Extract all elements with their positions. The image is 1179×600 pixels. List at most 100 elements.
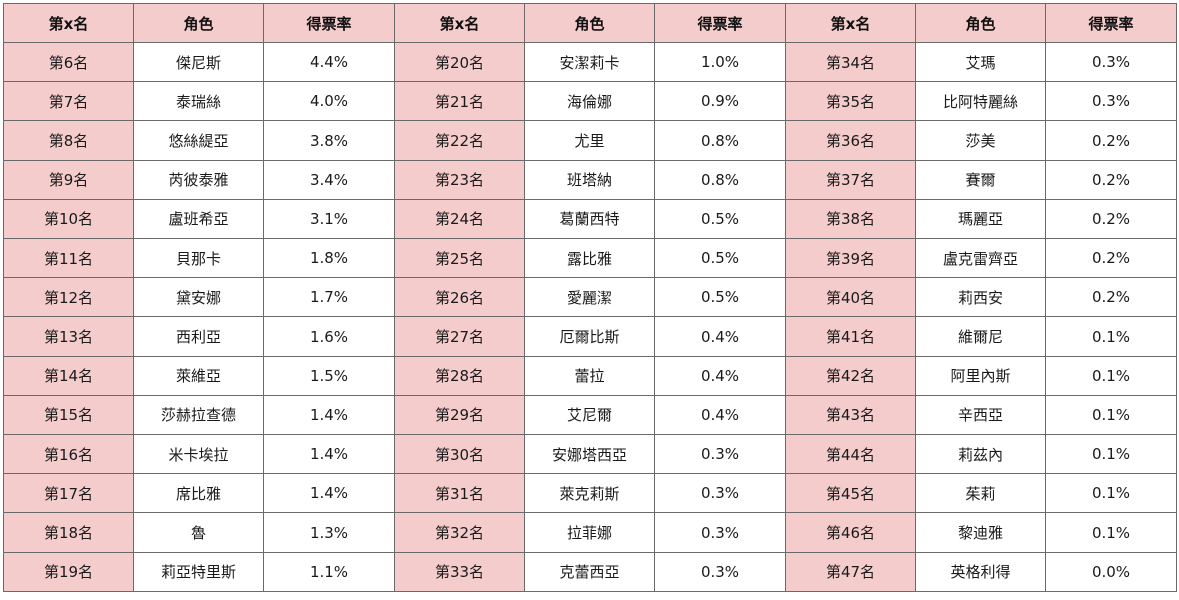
rank-cell: 第32名	[394, 512, 525, 553]
rank-cell: 第22名	[394, 120, 525, 161]
table-row: 第14名 萊維亞 1.5% 第28名 蕾拉 0.4% 第42名 阿里內斯 0.1…	[3, 355, 1177, 396]
rank-cell: 第13名	[3, 316, 134, 357]
rate-cell: 0.4%	[654, 355, 786, 396]
header-rank-3: 第x名	[785, 3, 916, 43]
rate-cell: 0.2%	[1045, 277, 1177, 318]
rank-cell: 第26名	[394, 277, 525, 318]
rate-cell: 0.2%	[1045, 238, 1177, 279]
rank-cell: 第7名	[3, 81, 134, 122]
role-cell: 盧克雷齊亞	[915, 238, 1046, 279]
rate-cell: 0.4%	[654, 316, 786, 357]
role-cell: 莉西安	[915, 277, 1046, 318]
rate-cell: 1.8%	[263, 238, 395, 279]
table-row: 第17名 席比雅 1.4% 第31名 萊克莉斯 0.3% 第45名 茱莉 0.1…	[3, 473, 1177, 514]
rate-cell: 0.5%	[654, 238, 786, 279]
rank-cell: 第28名	[394, 355, 525, 396]
rate-cell: 0.1%	[1045, 394, 1177, 436]
role-cell: 厄爾比斯	[524, 316, 655, 357]
ranking-table-container: 第x名 角色 得票率 第x名 角色 得票率 第x名 角色 得票率 第6名 傑尼斯…	[3, 3, 1177, 593]
rank-cell: 第9名	[3, 159, 134, 200]
role-cell: 米卡埃拉	[133, 434, 264, 475]
rank-cell: 第36名	[785, 120, 916, 161]
rank-cell: 第11名	[3, 238, 134, 279]
table-row: 第8名 悠絲緹亞 3.8% 第22名 尤里 0.8% 第36名 莎美 0.2%	[3, 120, 1177, 161]
rate-cell: 0.2%	[1045, 120, 1177, 161]
table-row: 第10名 盧班希亞 3.1% 第24名 葛蘭西特 0.5% 第38名 瑪麗亞 0…	[3, 198, 1177, 240]
table-row: 第9名 芮彼泰雅 3.4% 第23名 班塔納 0.8% 第37名 賽爾 0.2%	[3, 159, 1177, 200]
rank-cell: 第39名	[785, 238, 916, 279]
rank-cell: 第17名	[3, 473, 134, 514]
table-row: 第7名 泰瑞絲 4.0% 第21名 海倫娜 0.9% 第35名 比阿特麗絲 0.…	[3, 81, 1177, 122]
role-cell: 莉亞特里斯	[133, 551, 264, 593]
rank-cell: 第46名	[785, 512, 916, 553]
rate-cell: 0.3%	[1045, 81, 1177, 122]
rank-cell: 第16名	[3, 434, 134, 475]
role-cell: 貝那卡	[133, 238, 264, 279]
header-rank-2: 第x名	[394, 3, 525, 43]
rate-cell: 0.1%	[1045, 512, 1177, 553]
rank-cell: 第23名	[394, 159, 525, 200]
rate-cell: 1.6%	[263, 316, 395, 357]
rank-cell: 第38名	[785, 198, 916, 240]
rate-cell: 0.2%	[1045, 159, 1177, 200]
role-cell: 艾瑪	[915, 41, 1046, 83]
vote-ranking-table: 第x名 角色 得票率 第x名 角色 得票率 第x名 角色 得票率 第6名 傑尼斯…	[3, 3, 1177, 593]
rate-cell: 3.1%	[263, 198, 395, 240]
rate-cell: 1.4%	[263, 473, 395, 514]
rank-cell: 第29名	[394, 394, 525, 436]
role-cell: 西利亞	[133, 316, 264, 357]
rate-cell: 1.7%	[263, 277, 395, 318]
rate-cell: 0.3%	[1045, 41, 1177, 83]
table-row: 第15名 莎赫拉查德 1.4% 第29名 艾尼爾 0.4% 第43名 辛西亞 0…	[3, 394, 1177, 436]
role-cell: 尤里	[524, 120, 655, 161]
role-cell: 安潔莉卡	[524, 41, 655, 83]
rate-cell: 3.8%	[263, 120, 395, 161]
header-rank-1: 第x名	[3, 3, 134, 43]
rate-cell: 4.0%	[263, 81, 395, 122]
role-cell: 安娜塔西亞	[524, 434, 655, 475]
role-cell: 悠絲緹亞	[133, 120, 264, 161]
role-cell: 愛麗潔	[524, 277, 655, 318]
rank-cell: 第27名	[394, 316, 525, 357]
rate-cell: 0.1%	[1045, 434, 1177, 475]
role-cell: 英格利得	[915, 551, 1046, 593]
rank-cell: 第24名	[394, 198, 525, 240]
rank-cell: 第44名	[785, 434, 916, 475]
role-cell: 瑪麗亞	[915, 198, 1046, 240]
role-cell: 維爾尼	[915, 316, 1046, 357]
table-row: 第12名 黛安娜 1.7% 第26名 愛麗潔 0.5% 第40名 莉西安 0.2…	[3, 277, 1177, 318]
rank-cell: 第6名	[3, 41, 134, 83]
rank-cell: 第34名	[785, 41, 916, 83]
table-row: 第19名 莉亞特里斯 1.1% 第33名 克蕾西亞 0.3% 第47名 英格利得…	[3, 551, 1177, 593]
rate-cell: 4.4%	[263, 41, 395, 83]
header-role-3: 角色	[915, 3, 1046, 43]
rank-cell: 第45名	[785, 473, 916, 514]
role-cell: 阿里內斯	[915, 355, 1046, 396]
role-cell: 班塔納	[524, 159, 655, 200]
rate-cell: 0.1%	[1045, 316, 1177, 357]
rate-cell: 1.5%	[263, 355, 395, 396]
role-cell: 莉茲內	[915, 434, 1046, 475]
rate-cell: 1.3%	[263, 512, 395, 553]
role-cell: 莎赫拉查德	[133, 394, 264, 436]
rate-cell: 3.4%	[263, 159, 395, 200]
rate-cell: 0.5%	[654, 198, 786, 240]
role-cell: 賽爾	[915, 159, 1046, 200]
rank-cell: 第41名	[785, 316, 916, 357]
rate-cell: 0.8%	[654, 159, 786, 200]
rank-cell: 第35名	[785, 81, 916, 122]
role-cell: 盧班希亞	[133, 198, 264, 240]
rank-cell: 第30名	[394, 434, 525, 475]
rank-cell: 第47名	[785, 551, 916, 593]
rank-cell: 第8名	[3, 120, 134, 161]
header-role-1: 角色	[133, 3, 264, 43]
rank-cell: 第42名	[785, 355, 916, 396]
rate-cell: 0.1%	[1045, 473, 1177, 514]
role-cell: 泰瑞絲	[133, 81, 264, 122]
rate-cell: 0.9%	[654, 81, 786, 122]
role-cell: 茱莉	[915, 473, 1046, 514]
rate-cell: 0.3%	[654, 512, 786, 553]
rank-cell: 第18名	[3, 512, 134, 553]
role-cell: 黛安娜	[133, 277, 264, 318]
rate-cell: 1.4%	[263, 394, 395, 436]
